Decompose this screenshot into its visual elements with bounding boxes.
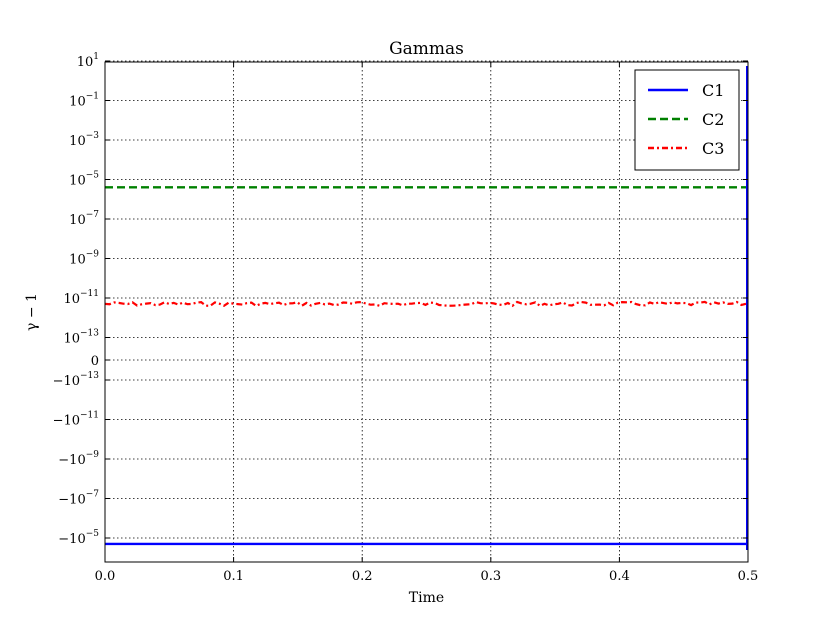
chart-title: Gammas <box>389 39 464 59</box>
x-tick-label: 0.3 <box>480 569 501 584</box>
x-tick-label: 0.5 <box>738 569 759 584</box>
y-tick-label: 10−9 <box>69 250 99 268</box>
y-tick-label: −10−11 <box>53 411 99 429</box>
y-tick-label: 10−7 <box>69 210 99 228</box>
series-lines <box>104 66 748 550</box>
x-axis-title: Time <box>409 590 444 606</box>
x-tick-label: 0.4 <box>609 569 630 584</box>
y-tick-label: 101 <box>77 52 99 70</box>
axis-ticks: 101 10−1 10−3 10−5 10−7 10−9 10−11 10−13 0 −10−13… <box>53 52 759 584</box>
y-tick-label: 10−5 <box>69 171 99 189</box>
y-tick-label: 10−11 <box>63 289 99 307</box>
y-axis-title: γ − 1 <box>24 293 40 331</box>
grid <box>105 60 748 562</box>
legend-label: C3 <box>702 139 724 158</box>
y-tick-label: 10−13 <box>63 329 99 347</box>
y-tick-label: −10−5 <box>58 529 99 547</box>
y-tick-label: −10−13 <box>53 371 100 389</box>
y-tick-label: −10−9 <box>58 450 99 468</box>
x-tick-label: 0.0 <box>95 569 116 584</box>
legend-label: C1 <box>702 81 724 100</box>
plot-frame <box>104 61 749 563</box>
legend-label: C2 <box>702 110 724 129</box>
y-tick-label: 10−1 <box>69 92 99 110</box>
y-tick-label: 10−3 <box>69 131 99 149</box>
x-tick-label: 0.1 <box>223 569 244 584</box>
legend: C1 C2 C3 <box>634 69 740 171</box>
x-tick-label: 0.2 <box>352 569 373 584</box>
y-tick-label: 0 <box>91 354 99 369</box>
series-line-c3 <box>104 300 747 308</box>
y-tick-label: −10−7 <box>58 490 99 508</box>
